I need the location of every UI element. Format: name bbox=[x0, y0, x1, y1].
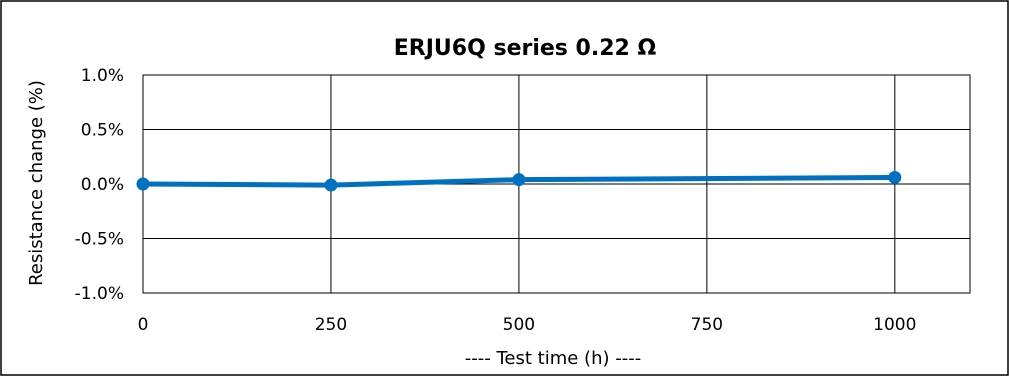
tick-labels: 0 250 500 750 1000 1.0% 0.5% 0.0% -0.5% -1.0% bbox=[75, 66, 917, 335]
data-point bbox=[512, 173, 526, 187]
data-point bbox=[136, 177, 150, 191]
y-tick-label: 0.5% bbox=[81, 121, 124, 141]
data-point bbox=[324, 178, 338, 192]
x-tick-label: 0 bbox=[138, 315, 149, 335]
x-tick-label: 500 bbox=[503, 315, 535, 335]
y-tick-label: -1.0% bbox=[75, 284, 124, 304]
y-tick-label: -0.5% bbox=[75, 230, 124, 250]
y-tick-label: 1.0% bbox=[81, 66, 124, 86]
x-tick-label: 1000 bbox=[873, 315, 916, 335]
x-tick-label: 750 bbox=[691, 315, 723, 335]
y-axis-label: Resistance change (%) bbox=[26, 80, 47, 286]
x-axis-label: ---- Test time (h) ---- bbox=[465, 348, 641, 369]
x-tick-label: 250 bbox=[315, 315, 347, 335]
data-point bbox=[888, 170, 902, 184]
series-group bbox=[136, 170, 902, 192]
chart-title: ERJU6Q series 0.22 Ω bbox=[394, 36, 657, 61]
y-tick-label: 0.0% bbox=[81, 175, 124, 195]
series-line bbox=[142, 174, 895, 188]
